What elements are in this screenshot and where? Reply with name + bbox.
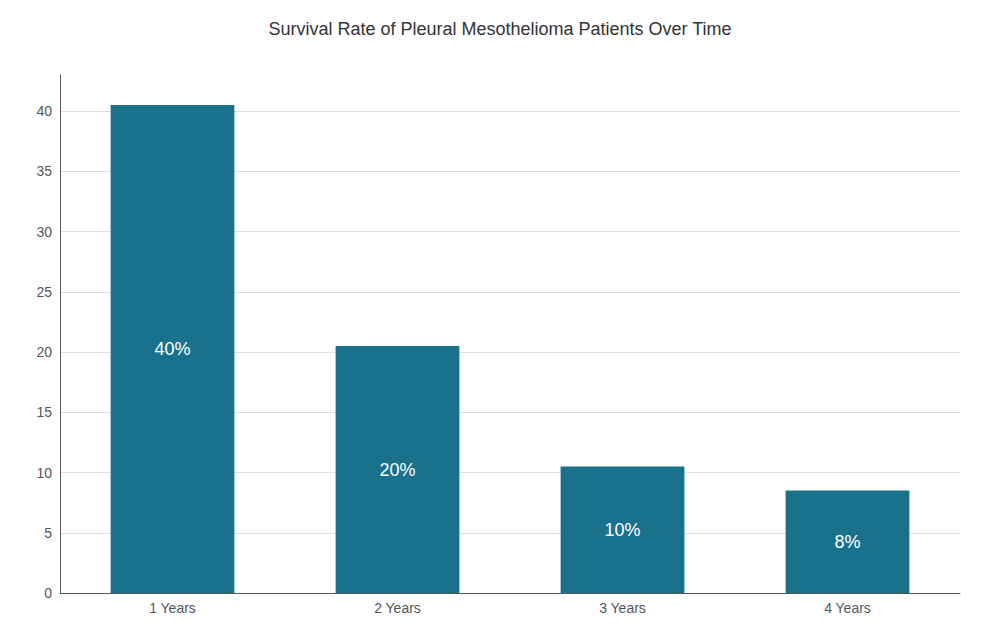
svg-text:25: 25 <box>36 284 52 300</box>
svg-text:8%: 8% <box>834 532 860 552</box>
svg-text:4 Years: 4 Years <box>824 600 871 616</box>
svg-text:5: 5 <box>44 525 52 541</box>
svg-text:2 Years: 2 Years <box>374 600 421 616</box>
svg-text:0: 0 <box>44 585 52 601</box>
svg-text:3 Years: 3 Years <box>599 600 646 616</box>
svg-text:20%: 20% <box>379 460 415 480</box>
svg-text:35: 35 <box>36 163 52 179</box>
svg-text:10%: 10% <box>604 520 640 540</box>
svg-text:Survival Rate of Pleural Mesot: Survival Rate of Pleural Mesothelioma Pa… <box>268 19 731 39</box>
svg-text:20: 20 <box>36 344 52 360</box>
svg-text:40: 40 <box>36 103 52 119</box>
svg-text:15: 15 <box>36 404 52 420</box>
svg-text:30: 30 <box>36 224 52 240</box>
svg-text:1 Years: 1 Years <box>149 600 196 616</box>
svg-text:10: 10 <box>36 465 52 481</box>
svg-text:40%: 40% <box>154 339 190 359</box>
